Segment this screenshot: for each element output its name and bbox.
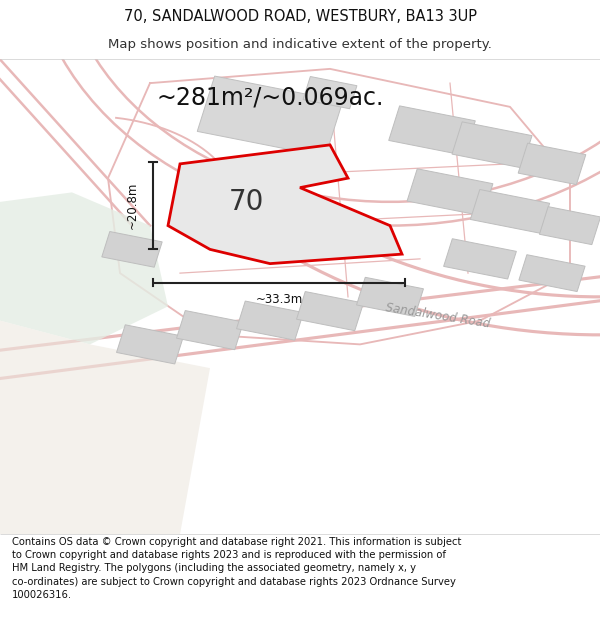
- Polygon shape: [470, 189, 550, 233]
- Text: Sandalwood Road: Sandalwood Road: [385, 301, 491, 331]
- Polygon shape: [539, 207, 600, 244]
- Text: 70: 70: [229, 188, 263, 216]
- Polygon shape: [197, 76, 343, 157]
- Polygon shape: [236, 301, 304, 340]
- Text: 70, SANDALWOOD ROAD, WESTBURY, BA13 3UP: 70, SANDALWOOD ROAD, WESTBURY, BA13 3UP: [124, 9, 476, 24]
- Polygon shape: [452, 122, 532, 168]
- Polygon shape: [407, 169, 493, 216]
- Polygon shape: [303, 76, 357, 109]
- Polygon shape: [102, 231, 162, 268]
- Polygon shape: [356, 278, 424, 316]
- Polygon shape: [443, 239, 517, 279]
- Text: Map shows position and indicative extent of the property.: Map shows position and indicative extent…: [108, 38, 492, 51]
- Text: Contains OS data © Crown copyright and database right 2021. This information is : Contains OS data © Crown copyright and d…: [12, 537, 461, 600]
- Polygon shape: [0, 192, 168, 344]
- Polygon shape: [389, 106, 475, 156]
- Polygon shape: [176, 311, 244, 350]
- Polygon shape: [518, 143, 586, 184]
- Polygon shape: [116, 325, 184, 364]
- Polygon shape: [0, 321, 210, 534]
- Polygon shape: [168, 145, 402, 264]
- Text: ~33.3m: ~33.3m: [256, 292, 302, 306]
- Text: ~281m²/~0.069ac.: ~281m²/~0.069ac.: [157, 86, 383, 109]
- Polygon shape: [519, 255, 585, 291]
- Polygon shape: [296, 291, 364, 331]
- Text: ~20.8m: ~20.8m: [125, 182, 139, 229]
